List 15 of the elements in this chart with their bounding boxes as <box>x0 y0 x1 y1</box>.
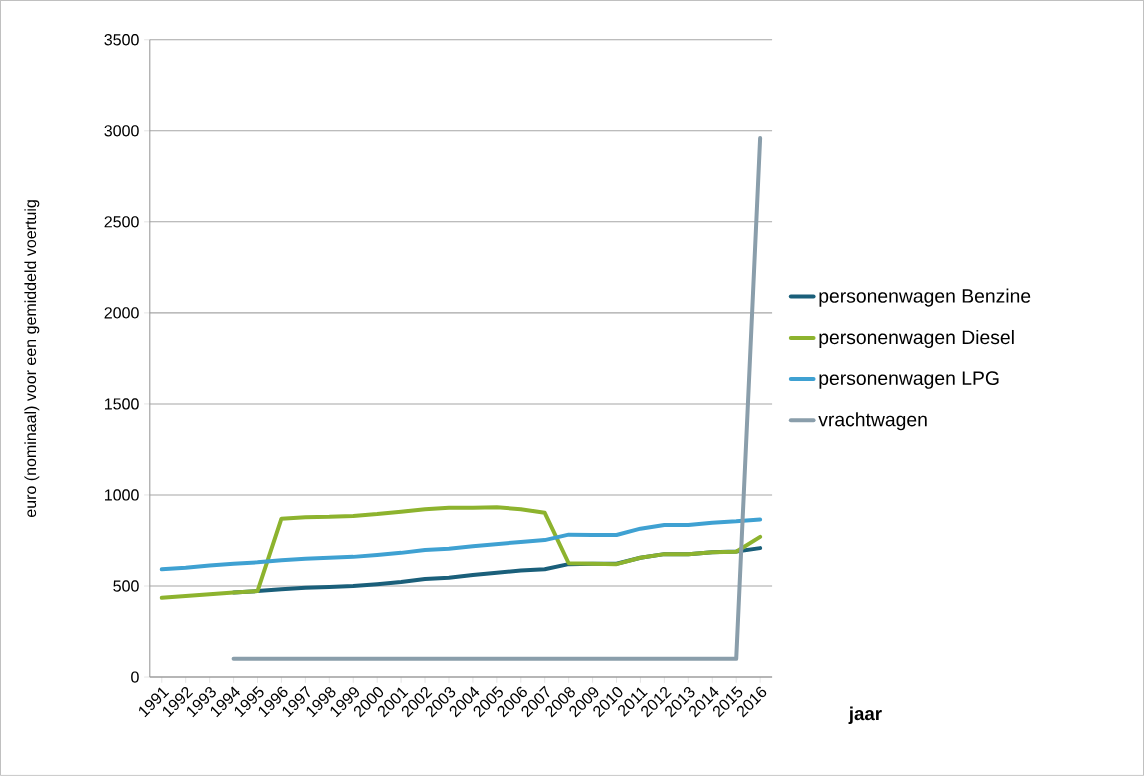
y-tick-label: 1000 <box>105 489 139 501</box>
y-tick-label: 3000 <box>104 125 139 137</box>
legend-label: personenwagen LPG <box>819 371 999 389</box>
y-tick-label: 1500 <box>105 398 139 410</box>
legend-label: vrachtwagen <box>818 412 927 431</box>
y-tick-label: 500 <box>113 580 139 592</box>
legend-label: personenwagen Benzine <box>819 288 1031 307</box>
x-axis-title: jaar <box>848 706 882 725</box>
line-series <box>159 505 763 600</box>
y-axis-title: euro (nominaal) voor een gemiddeld voertuig <box>24 200 40 518</box>
y-tick-label: 3500 <box>104 34 139 46</box>
y-tick-label: 2000 <box>104 307 139 319</box>
y-tick-label: 0 <box>131 671 139 683</box>
legend-label: personenwagen Diesel <box>819 330 1014 349</box>
y-tick-label: 2500 <box>104 216 139 228</box>
